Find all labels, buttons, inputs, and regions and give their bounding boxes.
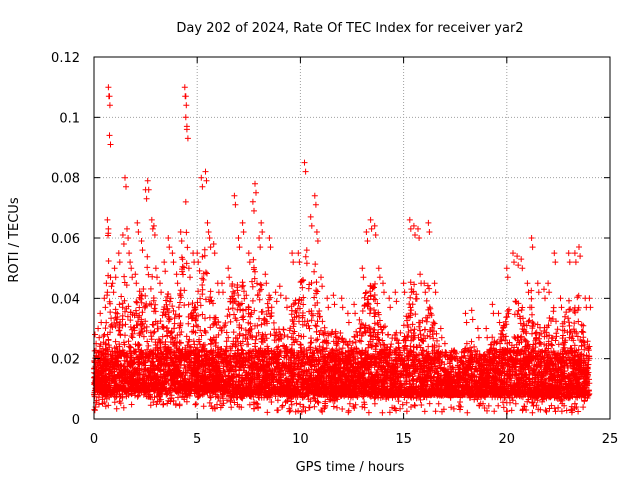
x-tick-label: 10: [292, 432, 309, 447]
y-tick-label: 0.12: [51, 51, 80, 66]
y-axis-label: ROTI / TECUs: [7, 197, 22, 282]
y-tick-label: 0.04: [51, 292, 80, 307]
x-tick-label: 5: [193, 432, 201, 447]
axis-ticks: 0 5 10 15 20 25 0 0.02 0.04 0.06 0.08 0.1 0.12: [51, 51, 618, 447]
y-tick-label: 0: [72, 413, 80, 428]
data-points: [91, 84, 594, 416]
x-tick-label: 15: [395, 432, 412, 447]
y-tick-label: 0.1: [59, 111, 80, 126]
x-tick-label: 0: [90, 432, 98, 447]
chart-title: Day 202 of 2024, Rate Of TEC Index for r…: [176, 21, 523, 36]
x-tick-label: 20: [499, 432, 516, 447]
x-tick-label: 25: [602, 432, 619, 447]
y-tick-label: 0.02: [51, 353, 80, 368]
y-tick-label: 0.08: [51, 172, 80, 187]
x-axis-label: GPS time / hours: [296, 460, 405, 475]
scatter-markers: [91, 84, 594, 416]
y-tick-label: 0.06: [51, 232, 80, 247]
